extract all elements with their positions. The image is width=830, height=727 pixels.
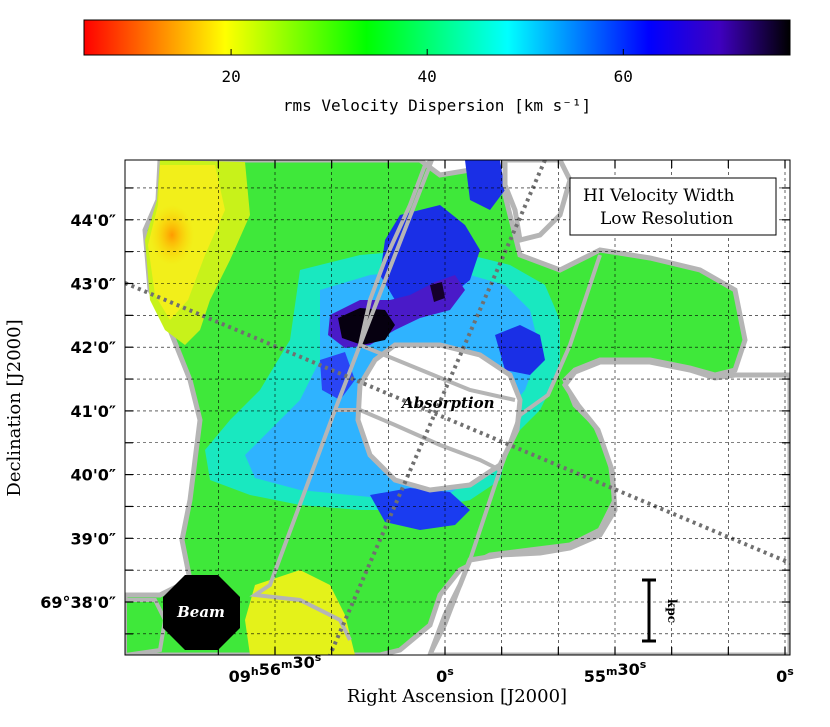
beam-ellipse [163,575,240,650]
beam-marker: Beam [163,575,240,650]
map-region-yellow-south [245,570,355,655]
map-hotspot-orange [150,205,194,265]
colorbar-tick-label: 60 [614,67,633,86]
plot-frame [124,159,791,656]
x-tick-label: 55m30s [584,658,647,686]
colorbar-ticks: 20 40 60 [221,49,633,86]
map-region-deep-blue-west [320,352,355,400]
map-gap-southeast [427,359,790,655]
legend-line-2: Low Resolution [600,209,733,229]
field-outline-strip-west [249,160,434,641]
absorption-label: Absorption [400,394,495,412]
map-region-deep-blue-top [465,160,505,210]
y-tick-label: 43'0″ [71,275,116,294]
colorbar: 20 40 60 rms Velocity Dispersion [km s⁻¹] [83,19,791,115]
y-tick-label: 69°38'0″ [40,593,116,612]
axis-ticks [125,160,790,655]
y-tick-labels: 69°38'0″ 39'0″ 40'0″ 41'0″ 42'0″ 43'0″ 44'0″ [40,211,116,612]
scale-bar: kpc [642,578,679,643]
colorbar-tick-2: 60 [614,49,633,86]
map-image [125,160,790,655]
y-tick-label: 42'0″ [71,338,116,357]
field-outline-strip-east [428,254,602,655]
map-region-black-small [430,282,445,302]
y-tick-label: 40'0″ [71,466,116,485]
colorbar-tick-0: 20 [221,49,241,86]
slit-line-steep [328,160,547,655]
y-tick-label: 39'0″ [71,529,116,548]
y-tick-label: 44'0″ [71,211,116,230]
x-axis-title: Right Ascension [J2000] [347,686,567,707]
scale-bar-label: kpc [665,599,679,623]
absorption-hole [355,342,523,493]
field-outlines [249,160,602,655]
x-tick-label: 0s [436,665,454,686]
y-axis-title: Declination [J2000] [4,319,25,496]
colorbar-tick-1: 40 [418,49,437,86]
map-region-green-sw [125,598,168,655]
x-tick-label: 0s [776,665,794,686]
slit-lines [125,160,790,655]
legend: HI Velocity Width Low Resolution [569,177,777,236]
map-region-deep-blue-east [495,325,545,375]
colorbar-label: rms Velocity Dispersion [km s⁻¹] [283,96,591,115]
colorbar-tick-label: 20 [221,67,240,86]
x-tick-labels: 09h56m30s 0s 55m30s 0s [229,651,795,686]
x-tick-label: 09h56m30s [229,651,322,686]
slit-line-diagonal [125,281,790,565]
colorbar-gradient [83,19,791,56]
legend-box [569,177,777,236]
colorbar-tick-label: 40 [418,67,437,86]
legend-line-1: HI Velocity Width [583,186,735,206]
field-outline-strip-mid [357,160,516,402]
field-outline-cross [335,408,501,472]
beam-label: Beam [176,603,225,621]
y-tick-label: 41'0″ [71,402,116,421]
